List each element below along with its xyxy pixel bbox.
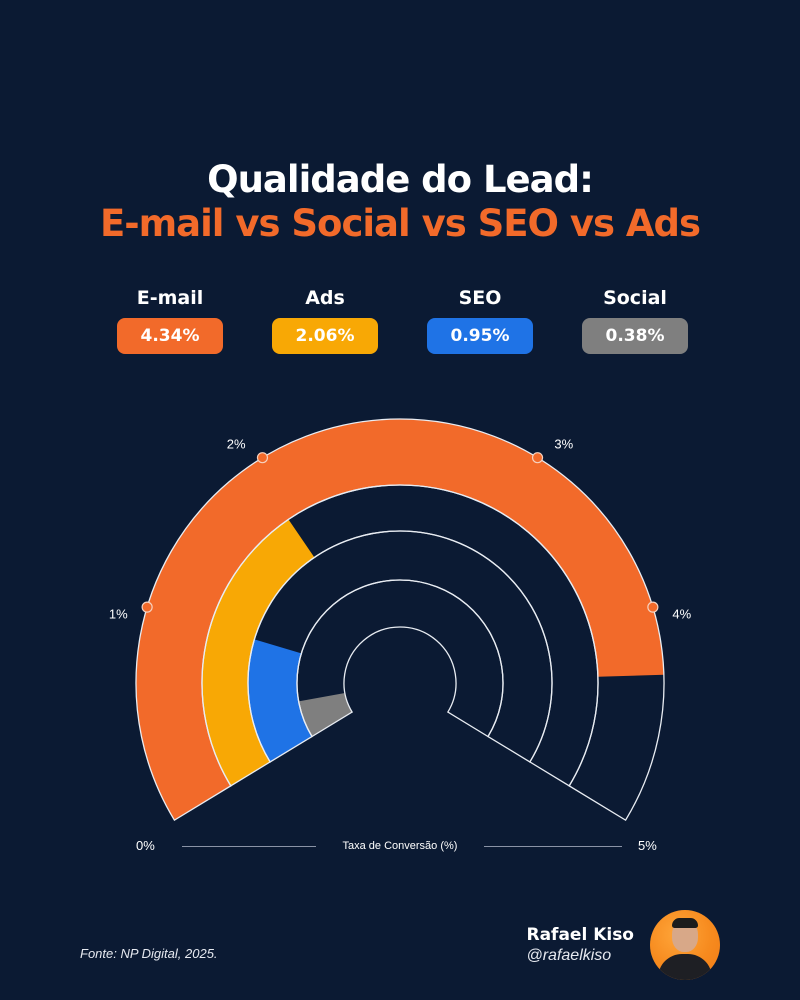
tick-dots bbox=[141, 452, 659, 613]
tick-label: 1% bbox=[108, 606, 128, 622]
legend-item-email: E-mail 4.34% bbox=[117, 284, 223, 354]
axis-line-right bbox=[484, 846, 622, 847]
ring-fills bbox=[136, 418, 664, 821]
tick-dot bbox=[256, 452, 269, 464]
legend-value-badge: 0.38% bbox=[582, 318, 688, 354]
author-name: Rafael Kiso bbox=[526, 925, 634, 945]
ring-bar-ads bbox=[202, 519, 315, 786]
source-note: Fonte: NP Digital, 2025. bbox=[80, 946, 218, 961]
chart-title: Qualidade do Lead: E-mail vs Social vs S… bbox=[0, 158, 800, 246]
legend-label: Ads bbox=[305, 287, 345, 309]
author-block: Rafael Kiso @rafaelkiso bbox=[526, 909, 720, 981]
title-line-1: Qualidade do Lead: bbox=[207, 158, 594, 201]
tick-dot bbox=[647, 601, 659, 613]
tick-label: 3% bbox=[554, 436, 574, 452]
tick-label: 4% bbox=[672, 606, 692, 622]
tick-dot bbox=[531, 452, 544, 464]
legend-item-social: Social 0.38% bbox=[582, 284, 688, 354]
tick-dot bbox=[141, 601, 153, 613]
ring-bar-seo bbox=[248, 639, 312, 762]
legend-label: E-mail bbox=[136, 287, 204, 309]
legend-value-badge: 2.06% bbox=[272, 318, 378, 354]
x-axis: 0% Taxa de Conversão (%) 5% bbox=[0, 836, 800, 856]
axis-line-left bbox=[182, 846, 316, 847]
title-line-2: E-mail vs Social vs SEO vs Ads bbox=[99, 202, 701, 245]
avatar bbox=[650, 910, 720, 980]
ring-track-outline bbox=[296, 579, 504, 738]
ring-outlines bbox=[135, 418, 665, 822]
legend-value-badge: 0.95% bbox=[427, 318, 533, 354]
axis-title: Taxa de Conversão (%) bbox=[342, 840, 458, 852]
ring-bar-social bbox=[298, 693, 353, 737]
legend-label: SEO bbox=[458, 287, 502, 309]
legend-item-seo: SEO 0.95% bbox=[427, 284, 533, 354]
ring-bar-e-mail bbox=[136, 418, 664, 821]
legend-label: Social bbox=[603, 287, 667, 309]
legend-value-badge: 4.34% bbox=[117, 318, 223, 354]
axis-end-label: 5% bbox=[638, 838, 657, 853]
legend-item-ads: Ads 2.06% bbox=[272, 284, 378, 354]
legend: E-mail 4.34% Ads 2.06% SEO 0.95% Social … bbox=[0, 284, 800, 364]
axis-start-label: 0% bbox=[136, 838, 155, 853]
author-handle: @rafaelkiso bbox=[526, 947, 612, 964]
tick-label: 2% bbox=[226, 436, 246, 452]
